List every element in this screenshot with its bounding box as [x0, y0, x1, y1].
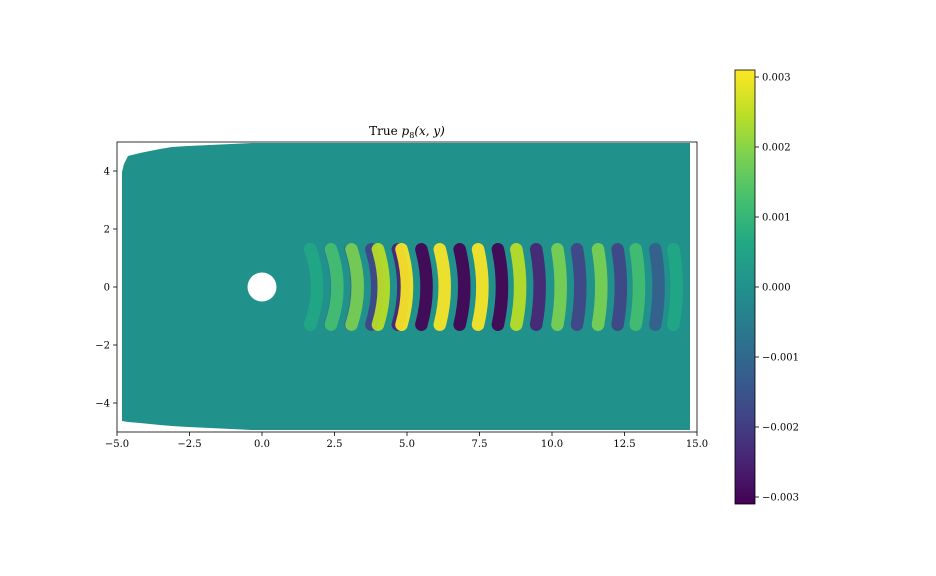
x-tick-label: −2.5 — [177, 439, 201, 450]
wave-trough — [491, 243, 509, 331]
colorbar-ramp — [735, 70, 755, 504]
chart-title: True p8(x, y) — [369, 124, 445, 140]
x-tick-label: 2.5 — [327, 439, 343, 450]
wave-trough — [649, 243, 665, 331]
x-tick-label: −5.0 — [105, 439, 129, 450]
wave-crest — [667, 243, 683, 331]
x-tick-label: 5.0 — [399, 439, 415, 450]
y-tick-label: 0 — [104, 283, 110, 294]
wave-crest — [629, 243, 646, 331]
wave-trough — [570, 243, 587, 331]
x-tick-label: 12.5 — [613, 439, 635, 450]
wave-crest — [551, 243, 567, 331]
colorbar-tick-label: 0.003 — [762, 73, 791, 84]
colorbar-tick-label: −0.003 — [762, 493, 799, 504]
plot-area — [116, 141, 698, 433]
wave-crest — [324, 243, 344, 331]
wave-crest — [371, 243, 390, 331]
wave-crest — [395, 243, 414, 331]
x-axis: −5.0 −2.5 0.0 2.5 5.0 7.5 10.0 12.5 15.0 — [105, 432, 708, 450]
wave-pattern — [303, 243, 683, 331]
x-tick-label: 15.0 — [686, 439, 708, 450]
wave-trough — [365, 243, 384, 331]
y-tick-label: 2 — [104, 225, 110, 236]
wave-trough — [415, 243, 433, 331]
colorbar-tick-label: 0.000 — [762, 283, 791, 294]
wave-crest — [303, 243, 324, 331]
wave-crest — [345, 243, 364, 331]
wave-crest — [591, 243, 608, 331]
x-tick-label: 7.5 — [472, 439, 488, 450]
title-var: p — [402, 124, 410, 138]
wave-trough — [453, 243, 471, 331]
field-domain — [122, 143, 690, 430]
x-tick-label: 10.0 — [541, 439, 563, 450]
colorbar-tick-label: −0.001 — [762, 353, 799, 364]
title-sub: 8 — [409, 131, 414, 140]
wave-trough — [611, 243, 628, 331]
colorbar-tick-label: 0.001 — [762, 213, 791, 224]
wave-crest — [433, 243, 451, 331]
wave-crest — [471, 243, 489, 331]
y-tick-label: 4 — [104, 167, 110, 178]
x-tick-label: 0.0 — [254, 439, 270, 450]
colorbar: 0.003 0.002 0.001 0.000 −0.001 −0.002 −0.003 — [734, 69, 799, 505]
y-axis: −4 −2 0 2 4 — [95, 167, 117, 410]
colorbar-ticks: 0.003 0.002 0.001 0.000 −0.001 −0.002 −0.003 — [755, 73, 799, 504]
colorbar-tick-label: 0.002 — [762, 143, 791, 154]
y-tick-label: −2 — [95, 341, 110, 352]
wave-trough — [529, 243, 546, 331]
wave-crest — [510, 243, 527, 331]
y-tick-label: −4 — [95, 399, 110, 410]
title-args: (x, y) — [414, 124, 445, 138]
colorbar-tick-label: −0.002 — [762, 423, 799, 434]
cylinder-obstacle — [247, 272, 277, 302]
title-prefix: True — [369, 124, 401, 138]
